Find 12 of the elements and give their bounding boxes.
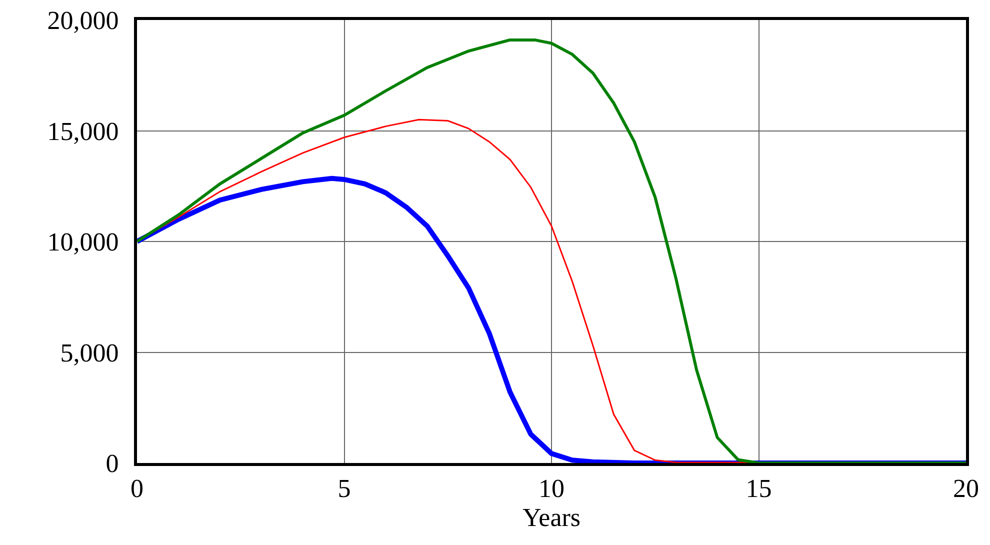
x-tick-label: 15: [746, 474, 772, 504]
y-tick-label: 20,000: [47, 6, 119, 36]
x-axis-title: Years: [522, 503, 581, 532]
y-tick-label: 0: [106, 449, 119, 478]
x-tick-label: 0: [130, 474, 144, 504]
line-series: [137, 38, 966, 463]
y-tick-label: 10,000: [47, 228, 119, 257]
x-tick-label: 10: [538, 474, 564, 504]
x-tick-label: 5: [338, 474, 351, 504]
x-tick-label: 20: [953, 474, 979, 504]
y-tick-label: 15,000: [47, 116, 119, 146]
y-tick-label: 5,000: [60, 338, 119, 368]
